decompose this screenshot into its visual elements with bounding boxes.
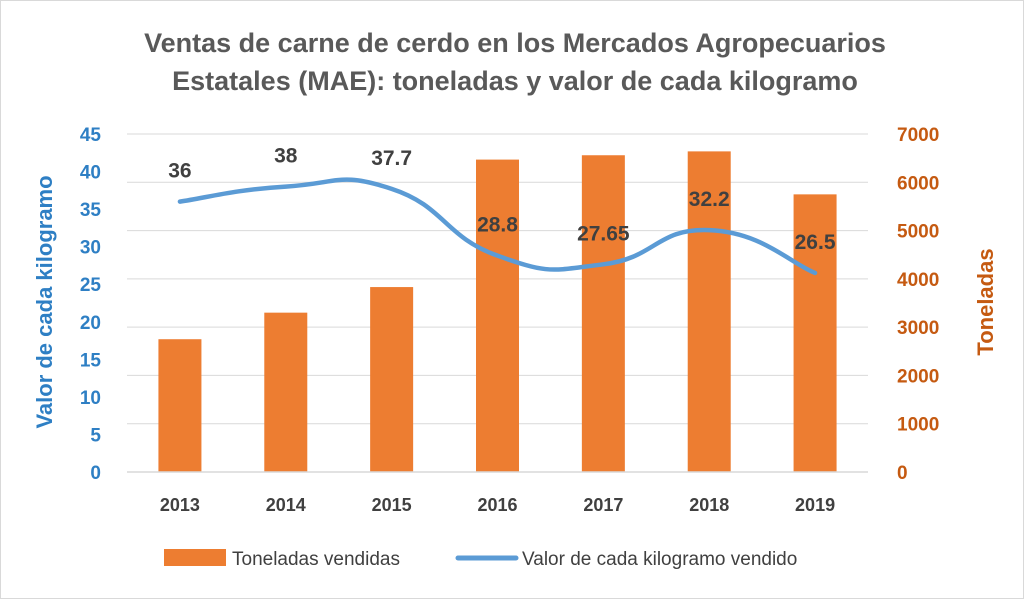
y-axis-left-tick: 0	[90, 463, 101, 484]
bar	[264, 312, 308, 472]
legend: Toneladas vendidas Valor de cada kilogra…	[164, 549, 797, 570]
y-axis-right-tick: 7000	[897, 125, 939, 146]
legend-swatch-toneladas	[164, 549, 226, 566]
bar	[793, 194, 837, 472]
data-label: 26.5	[795, 231, 836, 254]
y-axis-left-tick: 40	[80, 163, 101, 184]
chart-title-line-2: Estatales (MAE): toneladas y valor de ca…	[172, 66, 858, 96]
line-series-valor	[177, 177, 818, 276]
y-axis-right-tick: 4000	[897, 270, 939, 291]
data-label: 27.65	[577, 222, 630, 245]
x-axis-tick: 2013	[160, 495, 200, 515]
x-axis-tick: 2016	[477, 495, 517, 515]
chart-title-line-1: Ventas de carne de cerdo en los Mercados…	[144, 28, 886, 58]
y-axis-right-tick: 5000	[897, 222, 939, 243]
y-axis-left-tick: 25	[80, 275, 102, 296]
bar	[370, 287, 414, 472]
legend-label-toneladas: Toneladas vendidas	[232, 549, 400, 570]
x-axis-tick: 2018	[689, 495, 729, 515]
y-axis-left-tick: 15	[80, 350, 102, 371]
y-axis-right-title: Toneladas	[973, 248, 998, 355]
y-axis-right-tick: 1000	[897, 415, 939, 436]
y-axis-left-title: Valor de cada kilogramo	[32, 175, 57, 428]
y-axis-left-tick: 5	[90, 425, 101, 446]
y-axis-left-tick: 35	[80, 200, 102, 221]
y-axis-left-tick: 10	[80, 388, 101, 409]
data-label: 36	[168, 160, 191, 183]
y-axis-left-tick: 20	[80, 313, 101, 334]
legend-label-valor: Valor de cada kilogramo vendido	[522, 549, 797, 570]
y-axis-right-tick: 3000	[897, 318, 939, 339]
bar	[158, 339, 202, 472]
bar	[581, 155, 625, 472]
y-axis-right-tick: 6000	[897, 173, 939, 194]
axes: 0 1000 2000 3000 4000 5000 6000 7000 0 5 10 15 20 25 3…	[80, 125, 939, 515]
x-axis-tick: 2014	[266, 495, 306, 515]
line-series-path	[177, 177, 818, 276]
x-axis-tick: 2019	[795, 495, 835, 515]
bar	[476, 159, 519, 472]
x-axis-tick: 2015	[372, 495, 412, 515]
data-label: 32.2	[689, 188, 730, 211]
data-label: 37.7	[371, 147, 412, 170]
data-labels: 36 38 37.7 28.8 27.65 32.2 26.5	[168, 145, 836, 254]
data-label: 38	[274, 145, 298, 168]
y-axis-left-tick: 30	[80, 238, 101, 259]
y-axis-left-tick: 45	[80, 125, 102, 146]
bar	[687, 151, 731, 472]
y-axis-right-tick: 0	[897, 463, 908, 484]
bar-series-toneladas	[158, 151, 837, 472]
x-axis-tick: 2017	[583, 495, 623, 515]
y-axis-right-tick: 2000	[897, 366, 939, 387]
data-label: 28.8	[477, 214, 518, 237]
